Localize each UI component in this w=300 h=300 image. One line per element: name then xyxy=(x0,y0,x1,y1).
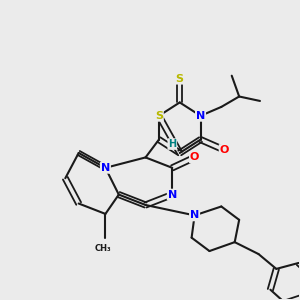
Text: N: N xyxy=(168,190,177,200)
Text: O: O xyxy=(220,145,229,155)
Text: CH₃: CH₃ xyxy=(94,244,111,253)
Text: N: N xyxy=(101,163,110,173)
Text: N: N xyxy=(190,210,199,220)
Text: N: N xyxy=(196,111,205,121)
Text: H: H xyxy=(168,139,176,149)
Text: S: S xyxy=(155,111,163,121)
Text: S: S xyxy=(176,74,184,84)
Text: O: O xyxy=(190,152,199,162)
